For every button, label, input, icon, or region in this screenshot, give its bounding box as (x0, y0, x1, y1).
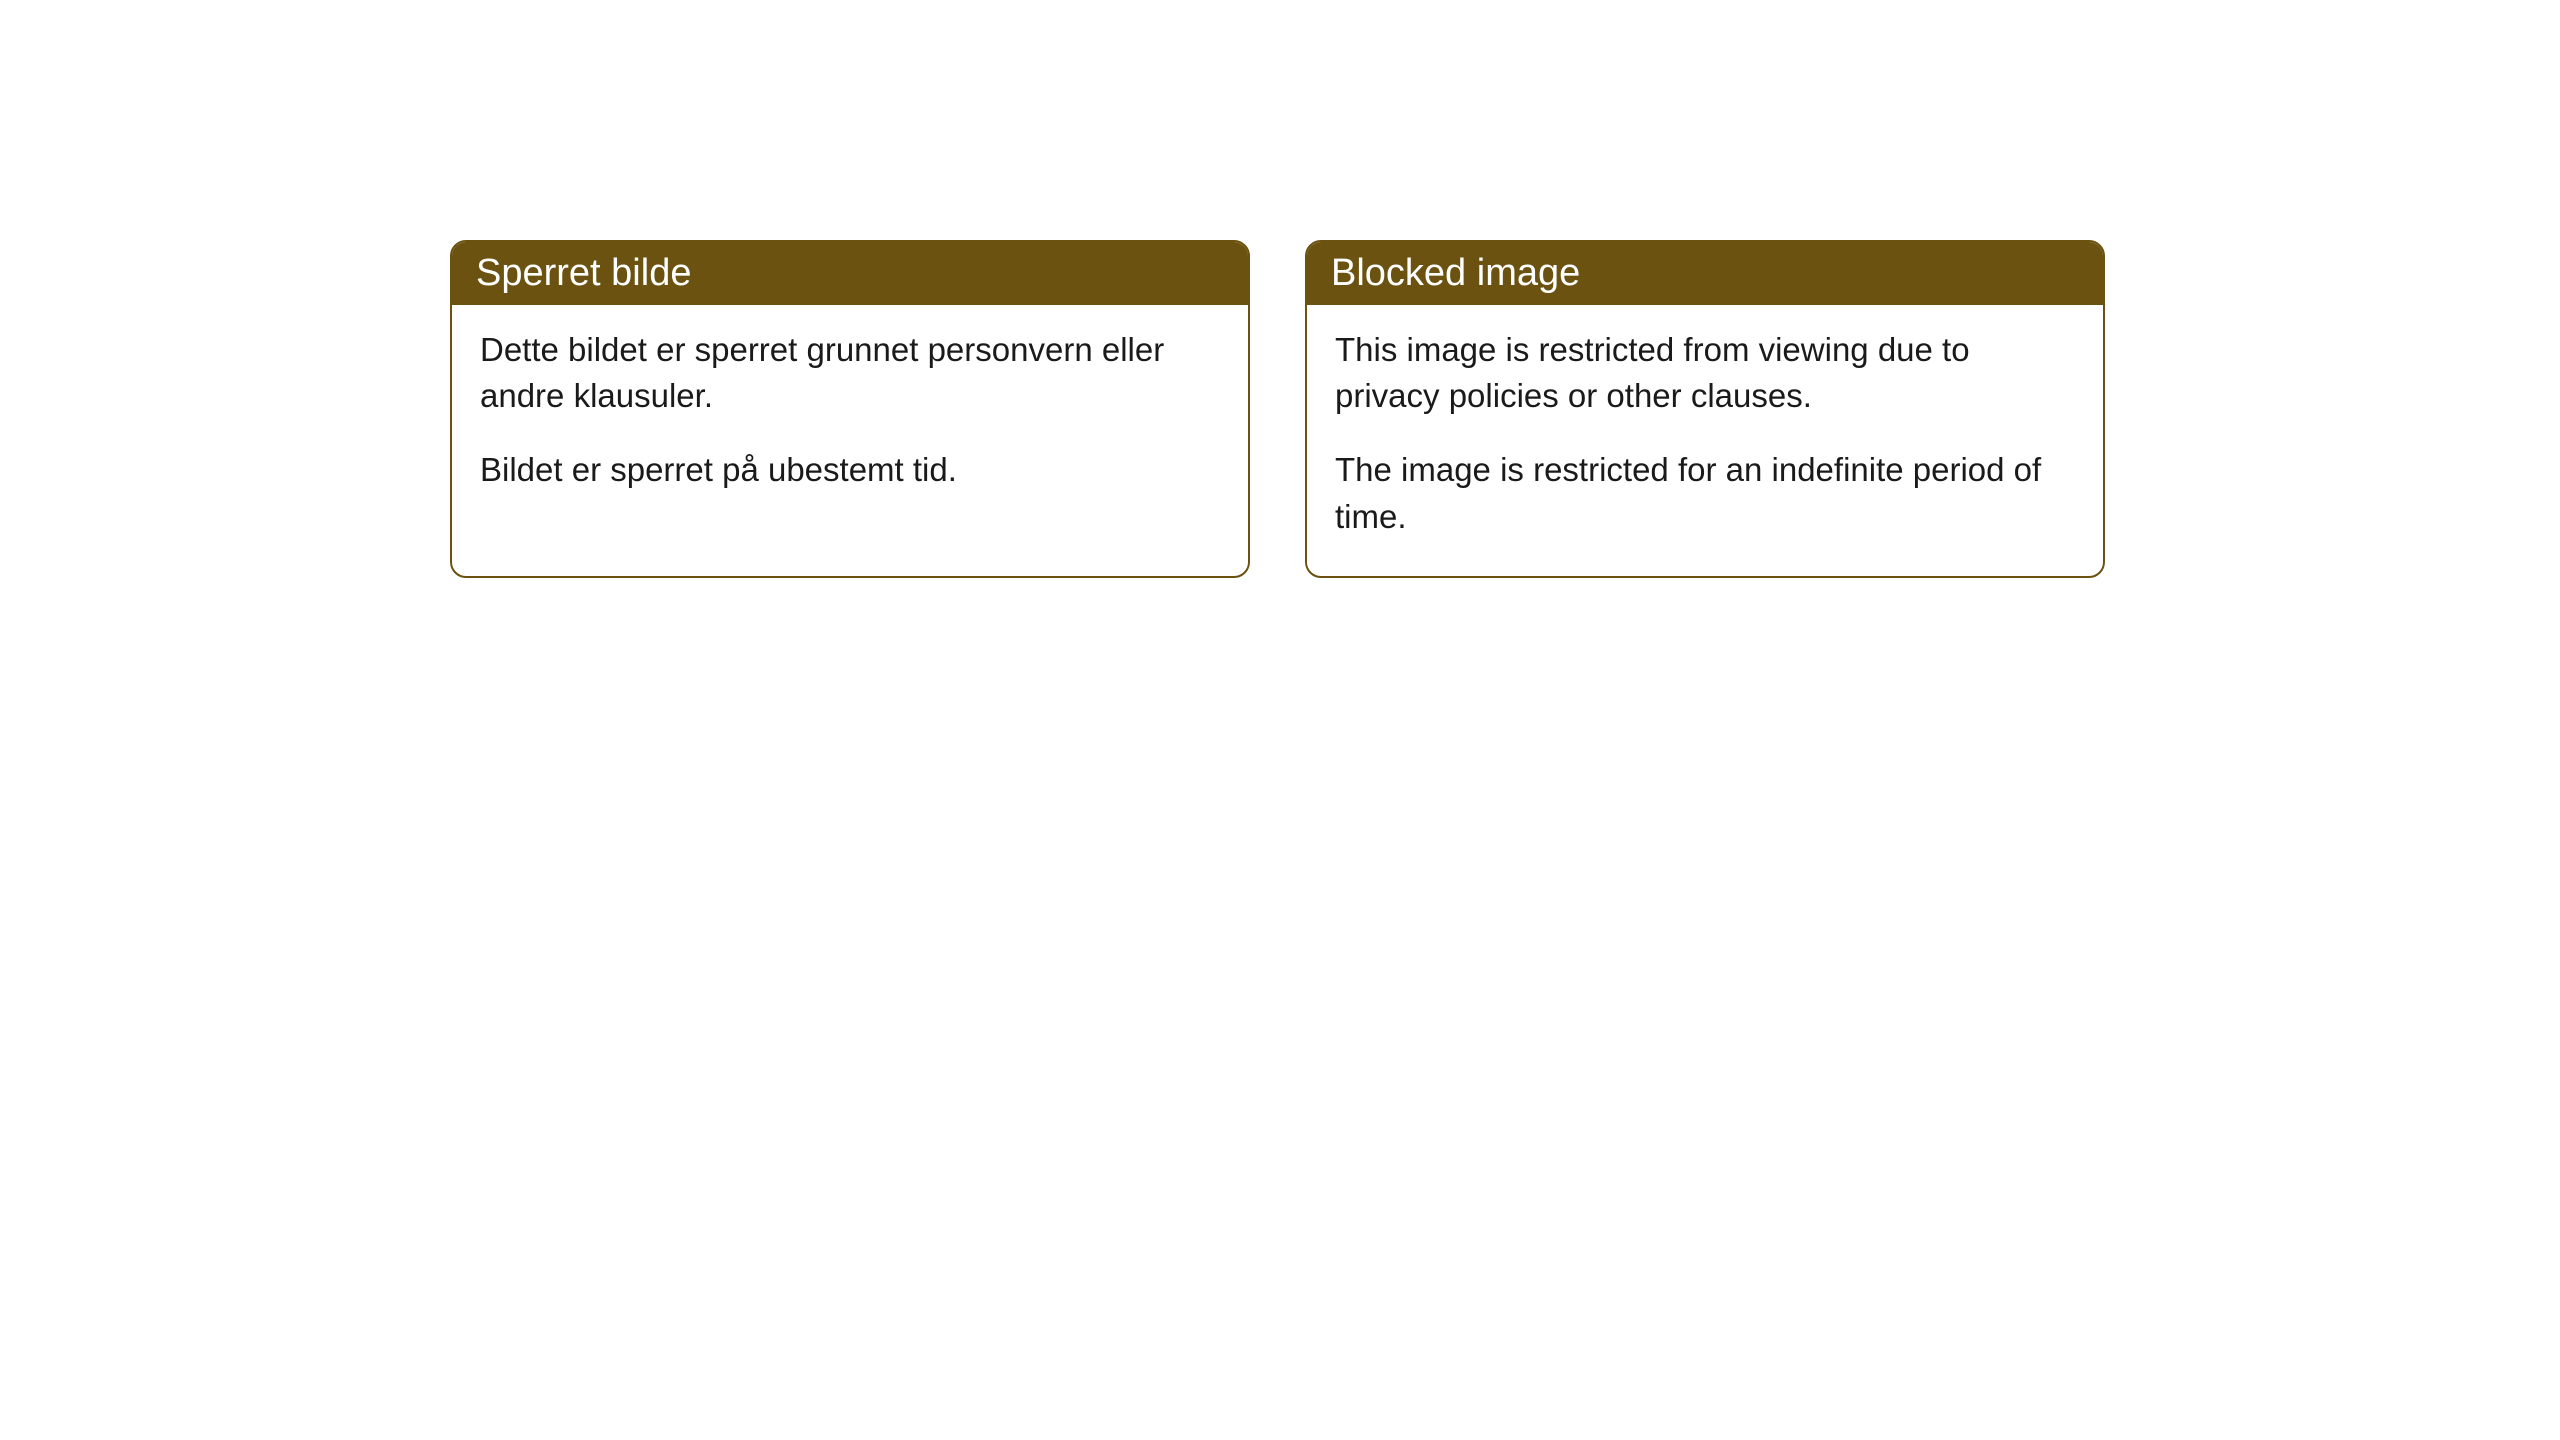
card-body: This image is restricted from viewing du… (1307, 305, 2103, 576)
card-paragraph: Dette bildet er sperret grunnet personve… (480, 327, 1220, 419)
card-header: Sperret bilde (452, 242, 1248, 305)
card-body: Dette bildet er sperret grunnet personve… (452, 305, 1248, 530)
notice-container: Sperret bilde Dette bildet er sperret gr… (450, 240, 2105, 578)
card-paragraph: The image is restricted for an indefinit… (1335, 447, 2075, 539)
card-title: Sperret bilde (476, 252, 691, 294)
card-header: Blocked image (1307, 242, 2103, 305)
card-paragraph: Bildet er sperret på ubestemt tid. (480, 447, 1220, 493)
notice-card-english: Blocked image This image is restricted f… (1305, 240, 2105, 578)
notice-card-norwegian: Sperret bilde Dette bildet er sperret gr… (450, 240, 1250, 578)
card-paragraph: This image is restricted from viewing du… (1335, 327, 2075, 419)
card-title: Blocked image (1331, 252, 1580, 294)
